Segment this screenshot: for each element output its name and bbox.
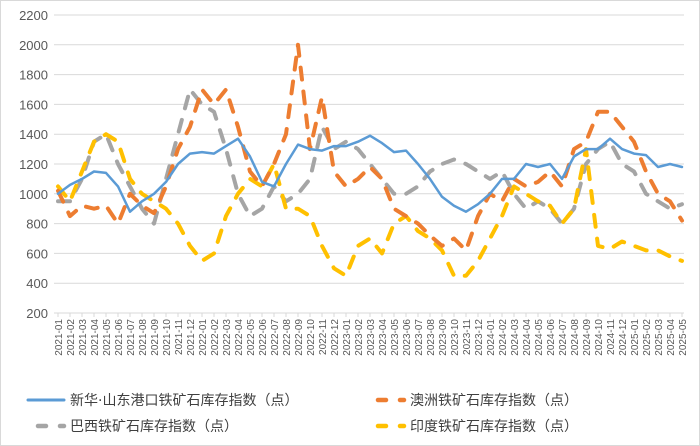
- x-tick-label: 2023-09: [438, 319, 449, 356]
- x-tick-label: 2024-12: [618, 319, 629, 356]
- y-tick-label: 1000: [19, 187, 48, 202]
- legend-label: 巴西铁矿石库存指数（点）: [70, 419, 238, 435]
- y-tick-label: 800: [26, 217, 48, 232]
- x-tick-label: 2021-07: [126, 319, 137, 356]
- x-tick-label: 2023-07: [414, 319, 425, 356]
- x-tick-label: 2025-01: [630, 319, 641, 356]
- y-tick-label: 400: [26, 276, 48, 291]
- x-tick-label: 2022-12: [330, 319, 341, 356]
- x-tick-label: 2025-04: [666, 319, 677, 356]
- x-tick-label: 2023-05: [390, 319, 401, 356]
- x-tick-label: 2022-04: [234, 319, 245, 356]
- x-tick-label: 2025-02: [642, 319, 653, 356]
- x-tick-label: 2021-12: [186, 319, 197, 356]
- x-tick-label: 2023-06: [402, 319, 413, 356]
- x-tick-label: 2023-04: [378, 319, 389, 356]
- y-tick-label: 1800: [19, 68, 48, 83]
- x-tick-label: 2023-11: [462, 319, 473, 355]
- x-tick-label: 2022-05: [246, 319, 257, 356]
- x-tick-label: 2024-09: [582, 319, 593, 356]
- legend-label: 新华·山东港口铁矿石库存指数（点）: [70, 393, 298, 409]
- x-tick-label: 2022-10: [306, 319, 317, 356]
- x-tick-label: 2023-08: [426, 319, 437, 356]
- y-tick-label: 2000: [19, 38, 48, 53]
- y-tick-label: 600: [26, 246, 48, 261]
- x-tick-label: 2021-11: [174, 319, 185, 355]
- x-tick-label: 2024-05: [534, 319, 545, 356]
- x-tick-label: 2024-10: [594, 319, 605, 356]
- x-tick-label: 2022-03: [222, 319, 233, 356]
- x-tick-label: 2021-10: [162, 319, 173, 356]
- x-tick-label: 2022-07: [270, 319, 281, 356]
- x-tick-label: 2021-04: [90, 319, 101, 356]
- y-tick-label: 200: [26, 306, 48, 321]
- series-line-2: [56, 87, 684, 226]
- x-tick-label: 2021-09: [150, 319, 161, 356]
- x-tick-label: 2024-01: [486, 319, 497, 356]
- x-tick-label: 2022-08: [282, 319, 293, 356]
- series-line-0: [56, 134, 684, 213]
- series-line-3: [56, 132, 684, 278]
- x-tick-label: 2024-08: [570, 319, 581, 356]
- x-tick-label: 2021-02: [66, 319, 77, 356]
- series-line-1: [56, 42, 684, 253]
- x-tick-label: 2021-05: [102, 319, 113, 356]
- x-tick-label: 2022-11: [318, 319, 329, 355]
- legend-label: 澳洲铁矿石库存指数（点）: [410, 393, 578, 409]
- x-tick-label: 2023-12: [474, 319, 485, 356]
- x-tick-label: 2025-05: [678, 319, 689, 356]
- y-tick-label: 2200: [19, 8, 48, 23]
- y-tick-label: 1400: [19, 127, 48, 142]
- x-tick-label: 2021-01: [54, 319, 65, 356]
- x-tick-label: 2024-11: [606, 319, 617, 355]
- x-tick-label: 2024-02: [498, 319, 509, 356]
- x-tick-label: 2023-03: [366, 319, 377, 356]
- legend-label: 印度铁矿石库存指数（点）: [410, 419, 578, 435]
- x-tick-label: 2025-03: [654, 319, 665, 356]
- x-tick-label: 2024-04: [522, 319, 533, 356]
- x-tick-label: 2023-10: [450, 319, 461, 356]
- y-tick-label: 1200: [19, 157, 48, 172]
- x-tick-label: 2022-02: [210, 319, 221, 356]
- x-tick-label: 2023-01: [342, 319, 353, 356]
- x-tick-label: 2024-07: [558, 319, 569, 356]
- y-tick-label: 1600: [19, 97, 48, 112]
- x-tick-label: 2022-06: [258, 319, 269, 356]
- x-tick-label: 2022-09: [294, 319, 305, 356]
- x-tick-label: 2024-03: [510, 319, 521, 356]
- x-tick-label: 2021-06: [114, 319, 125, 356]
- x-tick-label: 2022-01: [198, 319, 209, 356]
- x-tick-label: 2024-06: [546, 319, 557, 356]
- x-tick-label: 2023-02: [354, 319, 365, 356]
- x-tick-label: 2021-03: [78, 319, 89, 356]
- x-tick-label: 2021-08: [138, 319, 149, 356]
